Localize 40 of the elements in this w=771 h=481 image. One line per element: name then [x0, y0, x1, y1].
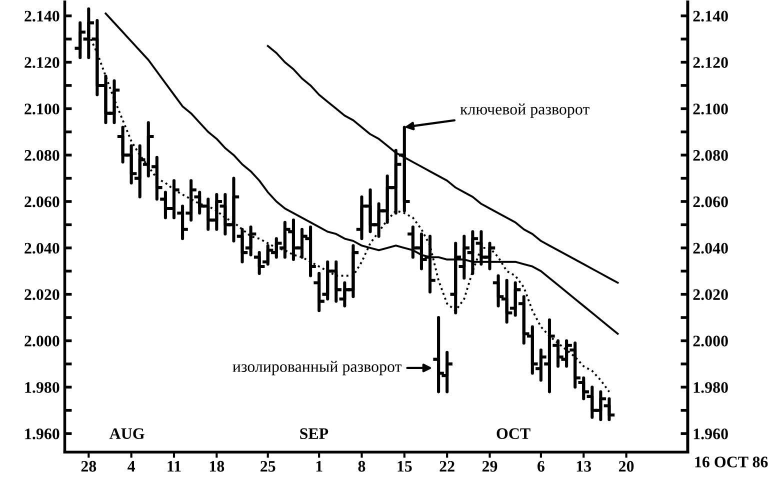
annotation: AUG [109, 428, 144, 440]
x-tick-label: 18 [210, 460, 224, 472]
text: 16 OCT 86 [695, 456, 768, 468]
y-tick-label: 2.020 [24, 289, 60, 300]
y-tick-label: 2.040 [24, 242, 60, 254]
y-tick-label: 2.140 [24, 10, 60, 22]
y2-tick-label: 2.040 [693, 242, 728, 254]
y-tick-label: 2.120 [24, 57, 60, 68]
x-tick-label: 22 [440, 460, 454, 472]
x-tick-label: 29 [482, 460, 498, 472]
x-tick-label: 6 [538, 460, 544, 472]
y2-tick-label: 2.100 [693, 104, 728, 114]
annotation: OCT [496, 428, 530, 440]
x-tick-label: 25 [260, 460, 276, 472]
y2-tick-label: 1.960 [694, 428, 728, 440]
line-series [266, 45, 619, 284]
y-tick-label: 2.080 [24, 150, 60, 161]
annotation: ключевой разворот [460, 103, 590, 118]
y-tick-label: 1.980 [25, 382, 60, 393]
y-tick-label: 2.060 [24, 196, 60, 208]
x-tick-label: 15 [398, 461, 412, 472]
x-tick-label: 8 [358, 460, 366, 472]
y2-tick-label: 1.980 [694, 382, 728, 393]
x-tick-label: 28 [81, 460, 96, 472]
y-tick-label: 2.000 [24, 336, 60, 347]
y-tick-label: 1.960 [25, 428, 60, 440]
y2-tick-label: 2.080 [693, 150, 728, 161]
y2-tick-label: 2.020 [693, 289, 728, 300]
y2-tick-label: 2.120 [693, 57, 728, 68]
x-tick-label: 20 [618, 460, 634, 472]
x-tick-label: 11 [168, 461, 181, 472]
x-tick-label: 1 [316, 461, 322, 472]
y2-tick-label: 2.000 [693, 336, 728, 347]
x-tick-label: 13 [576, 460, 592, 472]
annotation: SEP [300, 428, 328, 440]
x-tick-label: 4 [128, 461, 136, 472]
y2-tick-label: 2.140 [693, 10, 728, 22]
y2-tick-label: 2.060 [693, 196, 728, 208]
annotation: изолированный разворот [232, 360, 402, 376]
y-tick-label: 2.100 [24, 104, 60, 114]
